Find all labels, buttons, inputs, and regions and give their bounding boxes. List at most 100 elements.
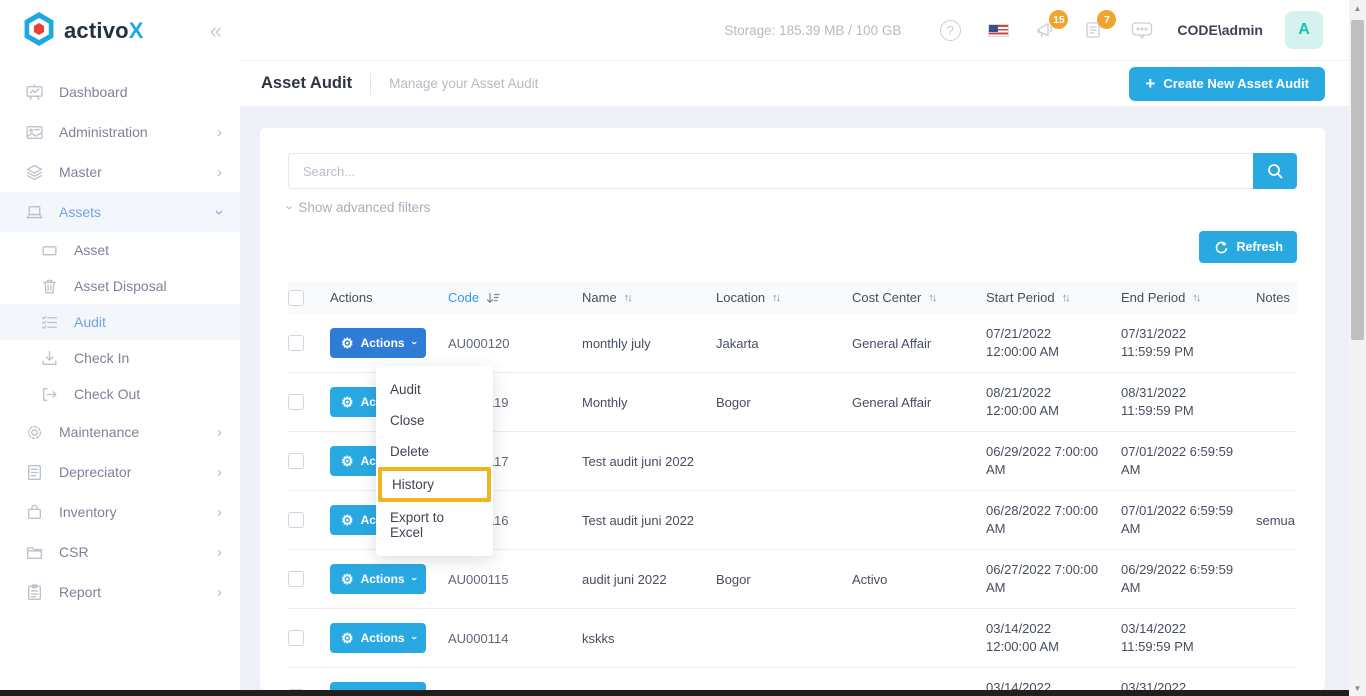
refresh-button[interactable]: Refresh [1199,231,1297,263]
sidebar-item-csr[interactable]: CSR › [0,532,240,572]
row-checkbox[interactable] [288,571,304,587]
topbar: Storage: 185.39 MB / 100 GB ? 15 7 CODE\… [240,0,1349,61]
plus-icon: + [1145,74,1156,93]
search-input[interactable] [288,153,1253,189]
current-user[interactable]: CODE\admin [1177,22,1263,38]
cell-code: AU000114 [448,630,509,646]
notifications-button[interactable]: 15 [1033,10,1069,43]
asset-icon [40,241,59,260]
sidebar-item-assets[interactable]: Assets › [0,192,240,232]
actions-button[interactable]: ⚙Actions› [330,328,427,358]
row-checkbox[interactable] [288,512,304,528]
chevron-right-icon: › [217,543,222,561]
sidebar-item-administration[interactable]: Administration › [0,112,240,152]
sidebar-item-master[interactable]: Master › [0,152,240,192]
cell-end-period: 03/14/2022 11:59:59 PM [1121,621,1194,654]
menu-item-export-to-excel[interactable]: Export to Excel [390,510,445,540]
cell-code: AU000115 [448,571,509,587]
table-row: ⚙Actions› 03/14/2022 12:00:00 03/31/2022… [288,668,1297,690]
row-checkbox[interactable] [288,453,304,469]
vertical-scrollbar[interactable]: ▲ ▼ [1349,0,1366,696]
column-header-code[interactable]: Code [448,290,582,305]
show-advanced-filters-link[interactable]: › Show advanced filters [282,200,431,215]
news-icon [1086,22,1101,38]
dashboard-icon [25,83,44,102]
cell-end-period: 07/01/2022 6:59:59 AM [1121,444,1234,477]
select-all-checkbox[interactable] [288,289,304,306]
chevron-down-icon: › [211,209,228,215]
cell-start-period: 06/28/2022 7:00:00 AM [986,503,1099,536]
cell-end-period: 06/29/2022 6:59:59 AM [1121,562,1234,595]
sidebar-item-maintenance[interactable]: Maintenance › [0,412,240,452]
sidebar-item-asset-disposal[interactable]: Asset Disposal [0,268,240,304]
cell-cost-center: Activo [852,571,888,587]
column-header-notes: Notes [1256,290,1290,305]
megaphone-icon [1037,22,1053,38]
sidebar-item-report[interactable]: Report › [0,572,240,612]
sidebar-collapse-icon[interactable]: « [209,18,222,43]
create-new-asset-audit-button[interactable]: + Create New Asset Audit [1129,66,1325,101]
cell-name: audit juni 2022 [582,571,667,587]
column-header-start-period[interactable]: Start Period ↑↓ [986,290,1071,305]
column-header-cost-center[interactable]: Cost Center ↑↓ [852,290,937,305]
scroll-down-arrow-icon[interactable]: ▼ [1353,683,1362,693]
cell-end-period: 03/31/2022 11:59:59 [1121,680,1187,690]
sidebar-item-dashboard[interactable]: Dashboard [0,72,240,112]
cell-start-period: 03/14/2022 12:00:00 AM [986,621,1059,654]
refresh-icon [1216,241,1228,253]
cell-name: Test audit juni 2022 [582,453,695,469]
sort-both-icon: ↑↓ [1061,291,1071,304]
chevron-down-icon: › [407,636,420,640]
sidebar-item-check-out[interactable]: Check Out [0,376,240,412]
row-checkbox[interactable] [288,630,304,646]
help-button[interactable]: ? [937,17,963,43]
cell-start-period: 06/27/2022 7:00:00 AM [986,562,1099,595]
sidebar-item-check-in[interactable]: Check In [0,340,240,376]
row-checkbox[interactable] [288,335,304,351]
chevron-down-icon: › [407,341,420,345]
menu-item-close[interactable]: Close [390,413,425,428]
menu-item-audit[interactable]: Audit [390,382,421,397]
sidebar-item-inventory[interactable]: Inventory › [0,492,240,532]
actions-button[interactable]: ⚙Actions› [330,564,427,594]
actions-button[interactable]: ⚙Actions› [330,623,427,653]
chat-button[interactable] [1129,17,1155,43]
language-flag-button[interactable] [985,17,1011,43]
sidebar-item-asset[interactable]: Asset [0,232,240,268]
scroll-up-arrow-icon[interactable]: ▲ [1353,3,1362,13]
messages-button[interactable]: 7 [1081,10,1117,43]
chevron-down-icon: › [282,205,298,210]
cell-start-period: 06/29/2022 7:00:00 AM [986,444,1099,477]
chevron-right-icon: › [217,463,222,481]
maintenance-icon [25,423,44,442]
row-checkbox[interactable] [288,394,304,410]
chevron-right-icon: › [217,163,222,181]
sidebar-nav: Dashboard Administration › Master › Asse… [0,62,240,612]
sidebar-item-audit[interactable]: Audit [0,304,240,340]
scrollbar-thumb[interactable] [1351,20,1364,340]
gear-icon: ⚙ [341,630,354,646]
menu-item-history[interactable]: History [378,467,491,502]
check-in-icon [40,349,59,368]
avatar[interactable]: A [1285,11,1323,49]
cell-name: kskks [582,630,615,646]
brand-logo[interactable]: activoX [22,10,210,53]
chevron-right-icon: › [217,423,222,441]
search-button[interactable] [1253,153,1297,189]
notification-badge: 15 [1049,10,1069,29]
csr-icon [25,543,44,562]
column-header-name[interactable]: Name ↑↓ [582,290,633,305]
column-header-location[interactable]: Location ↑↓ [716,290,781,305]
sidebar-item-depreciator[interactable]: Depreciator › [0,452,240,492]
gear-icon: ⚙ [341,453,354,469]
column-header-end-period[interactable]: End Period ↑↓ [1121,290,1201,305]
actions-button[interactable]: ⚙Actions› [330,682,427,690]
cell-code: AU000120 [448,335,510,351]
menu-item-delete[interactable]: Delete [390,444,430,459]
administration-icon [25,123,44,142]
row-checkbox[interactable] [288,689,304,690]
gear-icon: ⚙ [341,512,354,528]
report-icon [25,583,44,602]
master-icon [25,163,44,182]
